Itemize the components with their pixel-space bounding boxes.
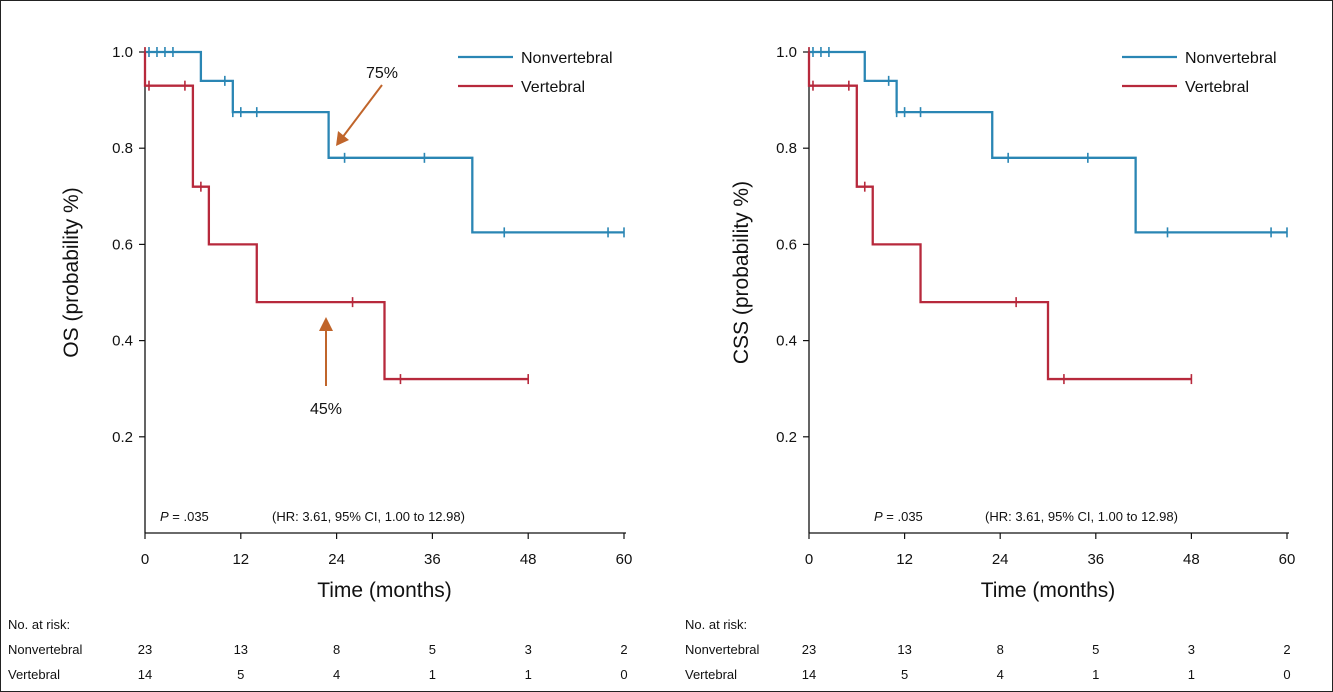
x-tick-label: 12 <box>896 551 913 568</box>
risk-value: 8 <box>997 642 1004 657</box>
risk-value: 13 <box>897 642 911 657</box>
x-tick-label: 48 <box>1183 551 1200 568</box>
x-tick-label: 48 <box>520 551 537 568</box>
risk-row-label: Vertebral <box>8 667 60 682</box>
y-tick-label: 0.6 <box>776 236 797 253</box>
risk-value: 23 <box>138 642 152 657</box>
risk-table-title: No. at risk: <box>8 617 70 632</box>
risk-value: 4 <box>997 667 1004 682</box>
risk-value: 1 <box>525 667 532 682</box>
x-axis-title: Time (months) <box>317 579 452 602</box>
risk-value: 3 <box>525 642 532 657</box>
legend-label-vertebral: Vertebral <box>1185 79 1249 96</box>
risk-value: 13 <box>234 642 248 657</box>
risk-row-label: Vertebral <box>685 667 737 682</box>
p-value-italic: P <box>874 509 883 524</box>
y-tick-label: 0.2 <box>776 429 797 446</box>
risk-value: 2 <box>620 642 627 657</box>
series-line-vertebral <box>807 52 1192 381</box>
series-line-vertebral <box>143 52 529 381</box>
risk-value: 5 <box>1092 642 1099 657</box>
x-tick-label: 60 <box>616 551 633 568</box>
risk-value: 4 <box>333 667 340 682</box>
risk-value: 1 <box>1188 667 1195 682</box>
x-tick-label: 36 <box>424 551 441 568</box>
legend-label-nonvertebral: Nonvertebral <box>521 50 613 67</box>
annotation-arrowhead <box>319 317 333 331</box>
y-axis-title: OS (probability %) <box>60 187 83 357</box>
y-tick-label: 1.0 <box>776 44 797 61</box>
hazard-ratio-text: (HR: 3.61, 95% CI, 1.00 to 12.98) <box>985 509 1178 524</box>
x-tick-label: 60 <box>1279 551 1296 568</box>
annotation-label: 75% <box>366 65 398 82</box>
risk-row-label: Nonvertebral <box>8 642 83 657</box>
x-tick-label: 24 <box>328 551 345 568</box>
risk-value: 2 <box>1283 642 1290 657</box>
risk-value: 8 <box>333 642 340 657</box>
legend-label-vertebral: Vertebral <box>521 79 585 96</box>
annotation-arrow-shaft <box>341 84 383 139</box>
y-tick-label: 0.6 <box>112 236 133 253</box>
risk-value: 5 <box>237 667 244 682</box>
risk-row-label: Nonvertebral <box>685 642 760 657</box>
x-tick-label: 0 <box>141 551 149 568</box>
p-value-rest: = .035 <box>169 509 209 524</box>
y-tick-label: 0.4 <box>112 333 133 350</box>
risk-value: 5 <box>429 642 436 657</box>
series-line-nonvertebral <box>145 50 624 234</box>
y-axis-title: CSS (probability %) <box>730 181 753 364</box>
x-tick-label: 24 <box>992 551 1009 568</box>
risk-value: 3 <box>1188 642 1195 657</box>
risk-value: 14 <box>802 667 816 682</box>
risk-value: 0 <box>620 667 627 682</box>
x-tick-label: 12 <box>232 551 249 568</box>
x-tick-label: 0 <box>805 551 813 568</box>
risk-value: 1 <box>1092 667 1099 682</box>
p-value-text: P = .035 <box>160 509 209 524</box>
x-axis-title: Time (months) <box>981 579 1116 602</box>
y-tick-label: 1.0 <box>112 44 133 61</box>
annotation-label: 45% <box>310 401 342 418</box>
p-value-text: P = .035 <box>874 509 923 524</box>
series-line-nonvertebral <box>809 50 1287 234</box>
p-value-rest: = .035 <box>883 509 923 524</box>
risk-table-title: No. at risk: <box>685 617 747 632</box>
risk-value: 5 <box>901 667 908 682</box>
y-tick-label: 0.2 <box>112 429 133 446</box>
risk-value: 23 <box>802 642 816 657</box>
risk-value: 1 <box>429 667 436 682</box>
risk-value: 14 <box>138 667 152 682</box>
y-tick-label: 0.8 <box>776 140 797 157</box>
annotation-arrowhead <box>336 131 349 146</box>
hazard-ratio-text: (HR: 3.61, 95% CI, 1.00 to 12.98) <box>272 509 465 524</box>
risk-value: 0 <box>1283 667 1290 682</box>
p-value-italic: P <box>160 509 169 524</box>
y-tick-label: 0.4 <box>776 333 797 350</box>
legend-label-nonvertebral: Nonvertebral <box>1185 50 1277 67</box>
y-tick-label: 0.8 <box>112 140 133 157</box>
x-tick-label: 36 <box>1087 551 1104 568</box>
